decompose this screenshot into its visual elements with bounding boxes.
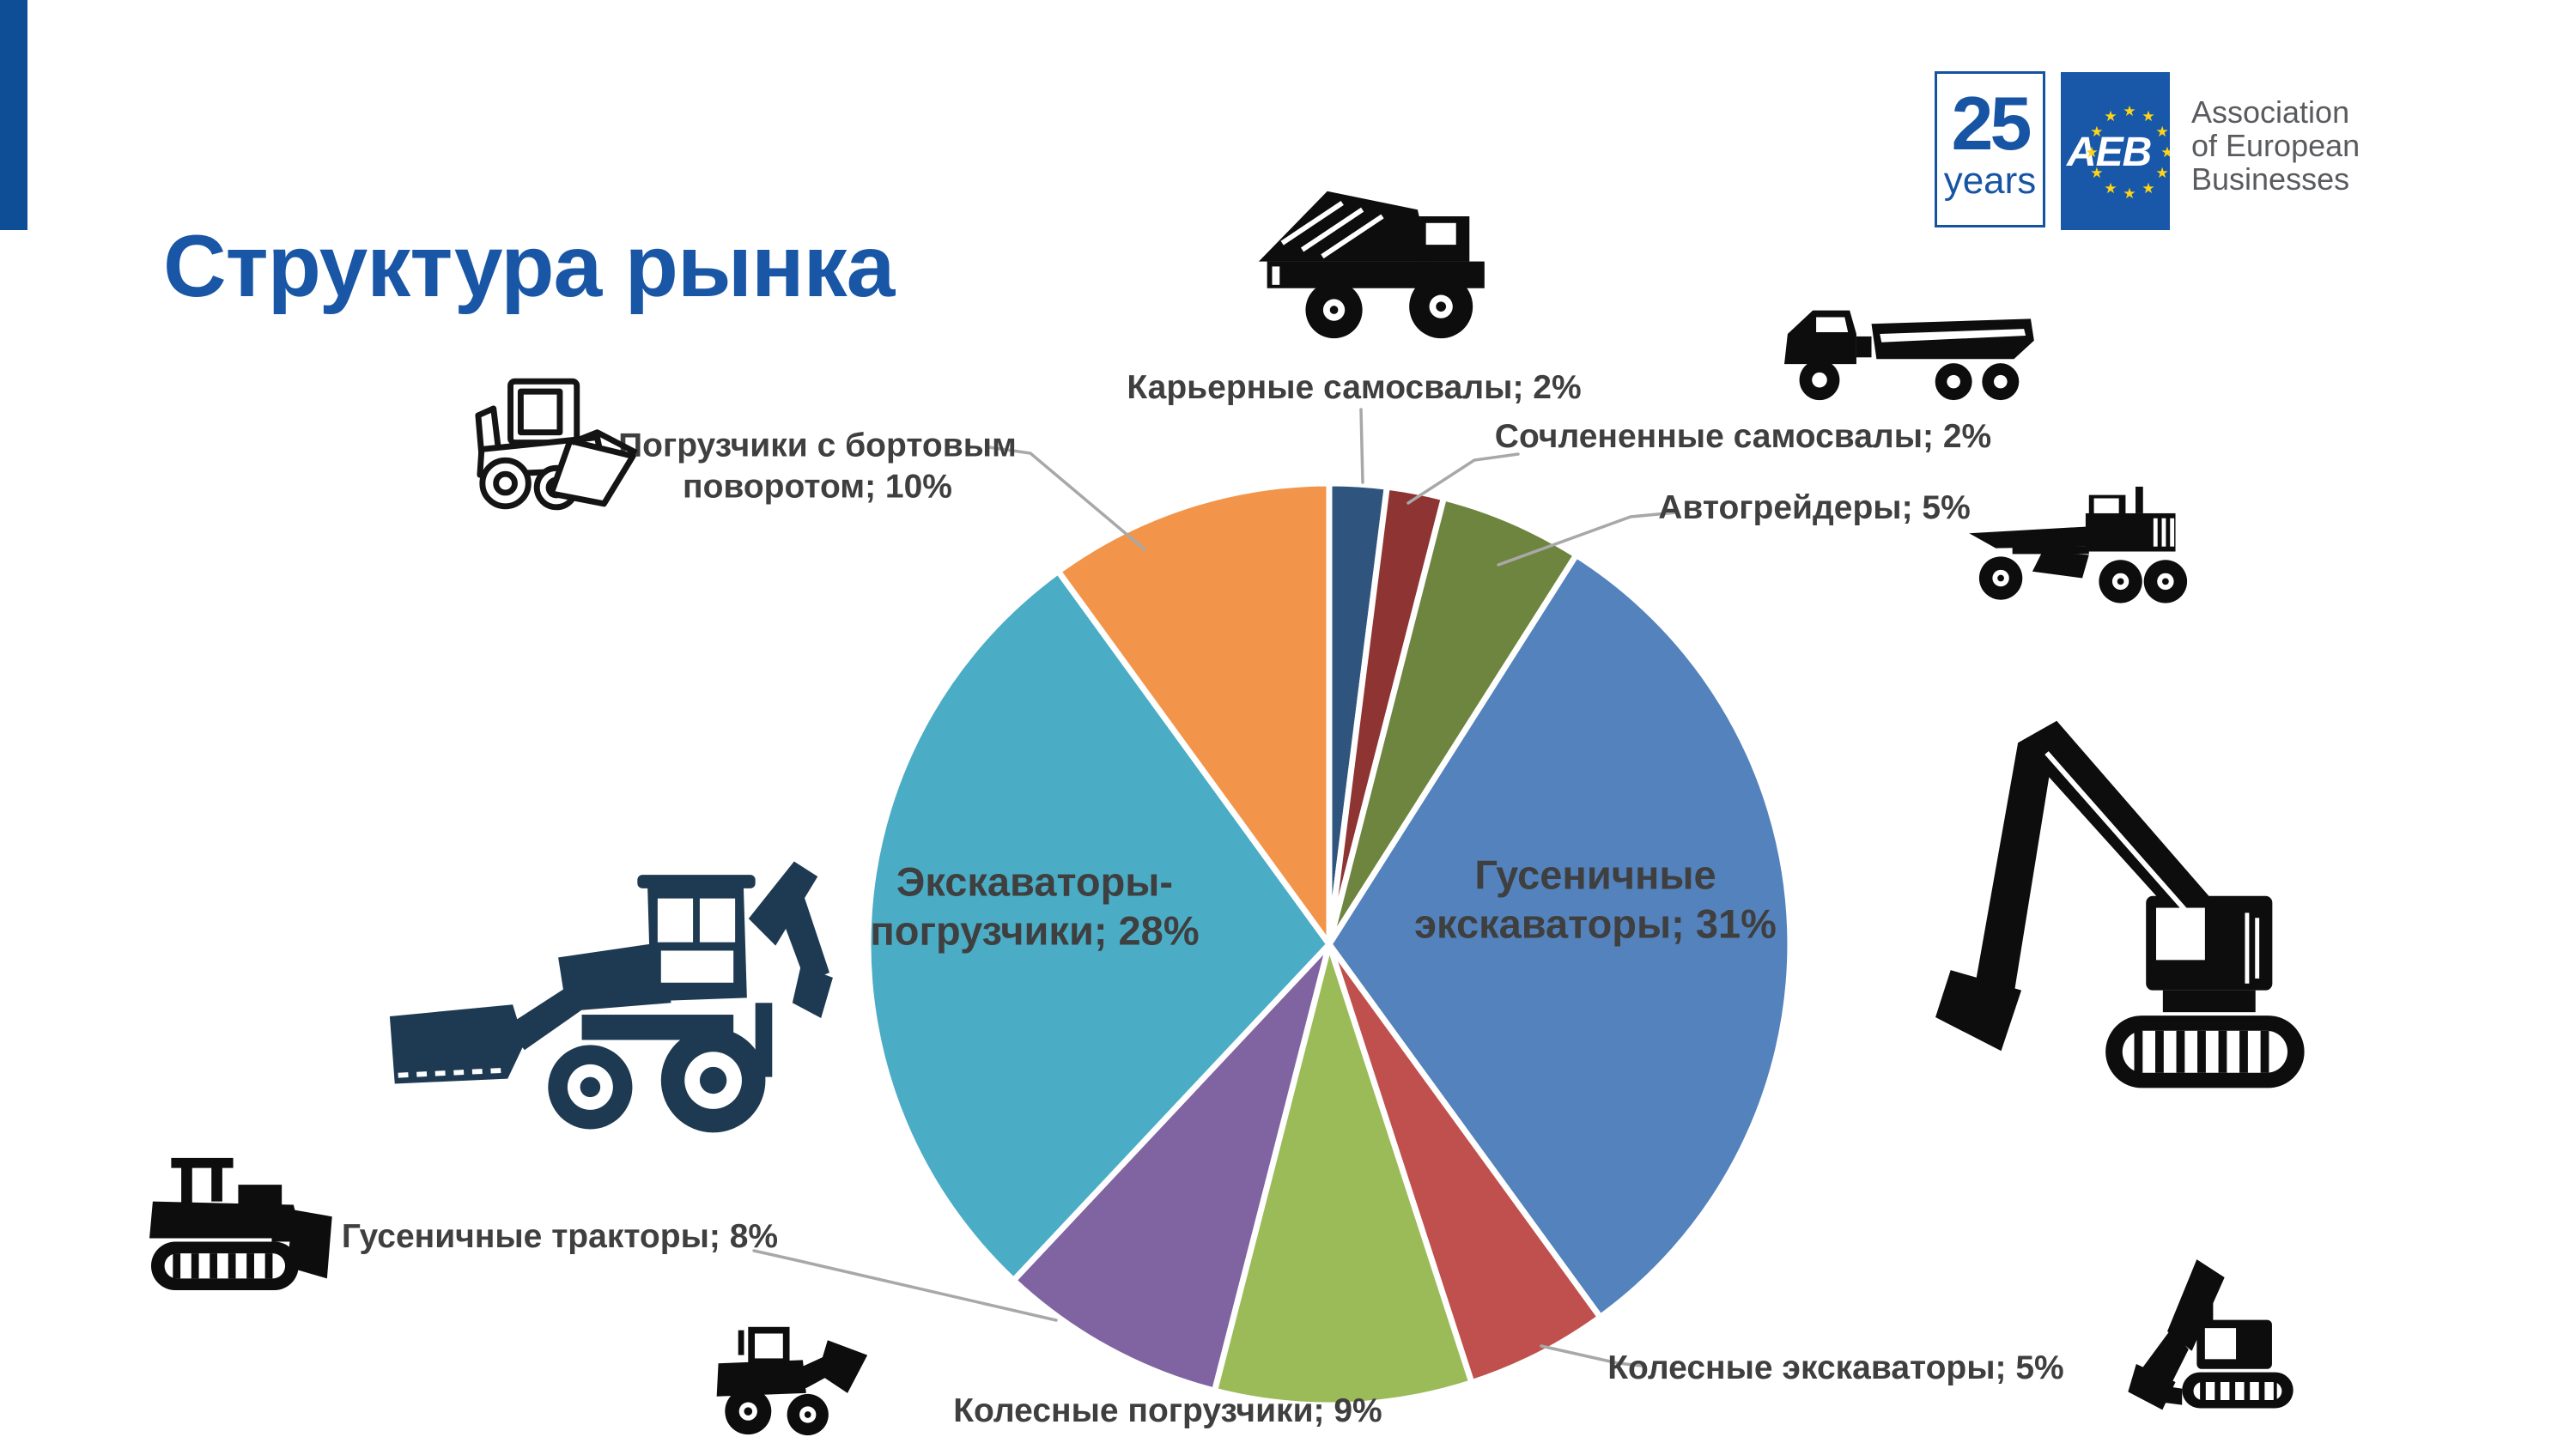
leader-line-2: [1497, 511, 1678, 567]
pie-slice-8: [1054, 480, 1333, 948]
backhoe-loader-icon: [389, 861, 833, 1133]
leader-line-0: [1359, 408, 1364, 484]
leader-line-6: [752, 1249, 1058, 1322]
star-icon: ★: [2104, 179, 2117, 197]
pie-label-8: Погрузчики с бортовым поворотом; 10%: [618, 427, 1017, 505]
articulated-hauler-icon: [1784, 310, 2034, 401]
association-line: Businesses: [2191, 161, 2350, 197]
star-icon: ★: [2123, 185, 2136, 202]
star-icon: ★: [2090, 165, 2104, 181]
star-icon: ★: [2142, 108, 2155, 125]
pie-label-0: Карьерные самосвалы; 2%: [1127, 369, 1582, 407]
aeb-acronym: AEB: [2067, 130, 2152, 175]
star-icon: ★: [2085, 144, 2099, 161]
pie-slice-6: [1010, 941, 1333, 1394]
crawler-dozer-icon: [149, 1157, 332, 1291]
page-title: Структура рынка: [163, 217, 895, 315]
leader-line-1: [1406, 452, 1520, 505]
wheel-loader-icon: [716, 1326, 868, 1436]
compact-excavator-icon: [2128, 1259, 2293, 1410]
pie-slice-7: [865, 568, 1333, 1283]
star-icon: ★: [2142, 179, 2155, 197]
motor-grader-icon: [1969, 486, 2188, 603]
star-icon: ★: [2104, 108, 2117, 125]
aeb-logo: AEB ★ ★ ★ ★ ★ ★ ★ ★ ★ ★ ★ ★: [2061, 72, 2170, 230]
skid-steer-loader-icon: [475, 378, 638, 511]
pie-label-4: Колесные экскаваторы; 5%: [1607, 1349, 2064, 1387]
association-line: Association: [2191, 94, 2350, 130]
pie-label-1: Сочлененные самосвалы; 2%: [1494, 418, 1992, 456]
leader-line-8: [987, 446, 1146, 551]
pie-slice-3: [1326, 552, 1794, 1320]
mining-dump-truck-icon: [1258, 191, 1485, 339]
pie-label-3: Гусеничные экскаваторы; 31%: [1414, 852, 1777, 947]
star-icon: ★: [2160, 144, 2170, 161]
pie-label-2: Автогрейдеры; 5%: [1658, 489, 1971, 527]
pie-label-7: Экскаваторы-погрузчики; 28%: [870, 858, 1200, 954]
star-icon: ★: [2090, 124, 2104, 140]
star-icon: ★: [2155, 124, 2169, 140]
star-icon: ★: [2123, 103, 2136, 119]
pie-label-6: Гусеничные тракторы; 8%: [341, 1218, 779, 1256]
star-icon: ★: [2155, 165, 2169, 181]
pie-label-5: Колесные погрузчики; 9%: [953, 1392, 1382, 1430]
leader-line-4: [1540, 1344, 1643, 1367]
left-accent-bar: [0, 0, 27, 230]
association-name: Association of European Businesses: [2191, 94, 2360, 197]
years-number: 25: [1951, 81, 2032, 166]
25-years-badge: 25 years: [1935, 71, 2045, 227]
crawler-excavator-icon: [1935, 720, 2305, 1088]
years-word: years: [1943, 160, 2037, 203]
association-line: of European: [2191, 127, 2360, 163]
pie-slice-5: [1212, 941, 1475, 1409]
